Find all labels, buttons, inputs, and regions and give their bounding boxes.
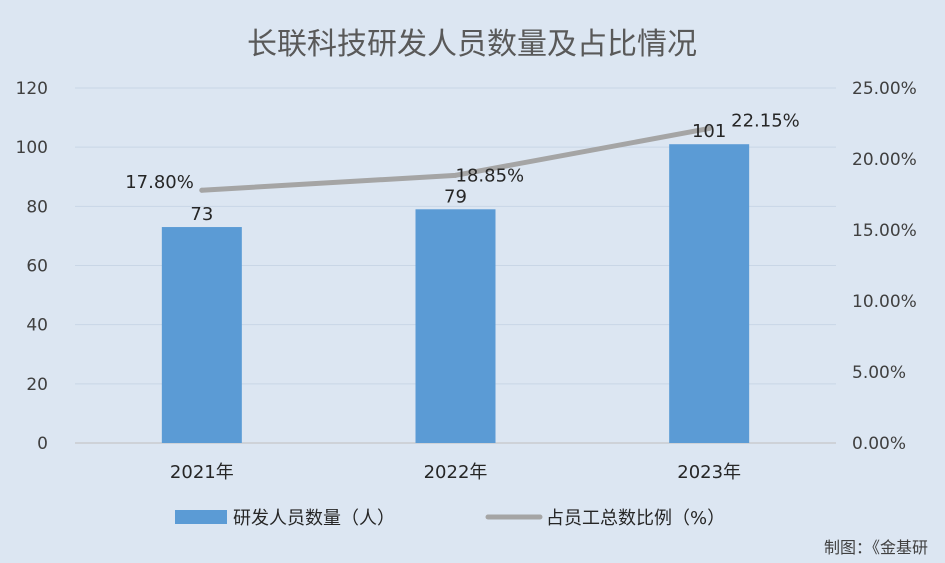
bar	[415, 209, 496, 443]
bar-value-label: 79	[444, 186, 467, 207]
left-tick-label: 40	[26, 316, 48, 336]
bar-value-label: 73	[190, 204, 213, 225]
right-tick-label: 25.00%	[852, 79, 917, 99]
line-point	[453, 172, 458, 178]
line-value-label: 22.15%	[731, 110, 800, 131]
right-tick-label: 0.00%	[852, 434, 906, 454]
left-tick-label: 20	[26, 375, 48, 395]
legend-label-bar: 研发人员数量（人）	[233, 508, 395, 529]
right-tick-label: 10.00%	[852, 292, 917, 312]
category-label: 2021年	[170, 462, 234, 483]
right-tick-label: 5.00%	[852, 363, 906, 383]
line-point	[199, 187, 205, 193]
legend: 研发人员数量（人） 占员工总数比例（%）	[175, 508, 725, 529]
right-tick-label: 20.00%	[852, 150, 917, 170]
bar-series	[161, 144, 750, 444]
bar	[161, 227, 242, 443]
category-labels: 2021年 2022年 2023年	[170, 462, 741, 483]
chart-title: 长联科技研发人员数量及占比情况	[247, 27, 697, 62]
left-tick-label: 100	[16, 138, 48, 158]
category-label: 2023年	[677, 462, 741, 483]
credit-text: 制图：《金基研	[824, 538, 928, 557]
line-value-label: 17.80%	[125, 172, 194, 193]
legend-label-line: 占员工总数比例（%）	[546, 508, 725, 529]
line-value-label: 18.85%	[456, 165, 525, 186]
left-tick-label: 0	[37, 434, 48, 454]
bar	[669, 144, 750, 444]
left-tick-label: 120	[16, 79, 48, 99]
left-tick-label: 60	[26, 257, 48, 277]
right-axis-ticks: 0.00% 5.00% 10.00% 15.00% 20.00% 25.00%	[852, 79, 917, 454]
left-axis-ticks: 0 20 40 60 80 100 120	[16, 79, 48, 454]
line-point	[706, 125, 712, 131]
category-label: 2022年	[424, 462, 488, 483]
line-series	[199, 125, 712, 193]
data-labels: 73 79 101 17.80% 18.85% 22.15%	[125, 110, 800, 225]
right-tick-label: 15.00%	[852, 221, 917, 241]
bar-value-label: 101	[692, 121, 726, 142]
legend-swatch-bar	[175, 510, 227, 524]
left-tick-label: 80	[26, 197, 48, 217]
